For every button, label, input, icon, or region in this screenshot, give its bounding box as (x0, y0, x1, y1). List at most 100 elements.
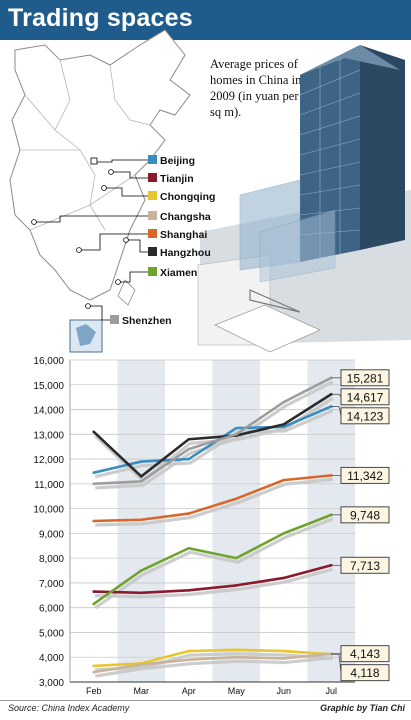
value-callout-label-hangzhou: 14,617 (347, 390, 384, 404)
x-tick-label: Jul (325, 686, 337, 696)
city-dot-shenzhen (85, 303, 91, 309)
y-tick-label: 5,000 (39, 628, 64, 639)
data-point-tianjin (282, 576, 286, 580)
data-point-shanghai (139, 518, 143, 522)
data-point-changsha (282, 657, 286, 660)
series-shadow-shanghai (95, 477, 333, 527)
x-tick-label: Apr (182, 686, 196, 696)
value-callout-box-shanghai (340, 466, 390, 484)
value-callout-box-xiamen (340, 506, 390, 524)
legend-label-hangzhou: Hangzhou (160, 247, 211, 259)
value-callout-label-beijing: 14,123 (347, 409, 384, 423)
city-dot-tianjin (108, 169, 114, 175)
data-point-beijing (234, 426, 238, 430)
data-point-xiamen (234, 556, 238, 560)
city-dot-beijing (90, 157, 98, 165)
y-tick-label: 13,000 (33, 430, 64, 441)
data-point-xiamen (92, 602, 96, 606)
china-map-illustration (9, 29, 191, 353)
y-tick-label: 4,000 (39, 653, 64, 664)
value-callout-label-shanghai: 11,342 (347, 469, 383, 483)
value-callout-label-chongqing: 4,118 (350, 666, 379, 680)
y-tick-label: 15,000 (33, 381, 64, 392)
legend-swatch-hangzhou (148, 247, 157, 256)
y-tick-label: 16,000 (33, 356, 64, 367)
series-shadow-shenzhen (95, 380, 334, 490)
series-line-tianjin (92, 563, 333, 595)
data-point-changsha (187, 658, 191, 662)
y-tick-label: 14,000 (33, 406, 64, 417)
data-point-tianjin (139, 591, 143, 595)
data-point-shanghai (282, 478, 286, 482)
data-point-chongqing (234, 648, 238, 652)
legend-swatch-shanghai (148, 229, 157, 238)
series-line-shenzhen (92, 376, 333, 486)
series-line-beijing (92, 405, 333, 475)
series-shadow-beijing (94, 409, 334, 479)
city-dot-hangzhou (123, 237, 129, 243)
data-point-shenzhen (234, 433, 238, 436)
chart-canvas: Beijing Tianjin Chongqing Changsha Shanghai H… (9, 29, 411, 696)
data-point-shenzhen (139, 480, 143, 483)
city-dot-changsha (31, 219, 37, 225)
legend-label-shanghai: Shanghai (160, 229, 207, 241)
series-shadow-xiamen (94, 517, 334, 610)
data-point-changsha (139, 663, 143, 666)
data-point-beijing (282, 425, 286, 429)
y-tick-label: 8,000 (39, 554, 64, 565)
legend-leaders (34, 159, 148, 321)
data-point-shanghai (187, 512, 191, 515)
data-point-shenzhen (282, 400, 286, 404)
legend-label-tianjin: Tianjin (160, 173, 194, 185)
page-title: Trading spaces (8, 4, 193, 32)
y-tick-label: 3,000 (39, 678, 64, 689)
source-note: Source: China Index Academy (8, 703, 130, 713)
value-callout-box-chongqing (340, 664, 390, 682)
city-dot-xiamen (115, 279, 121, 285)
legend-swatch-beijing (148, 155, 157, 164)
legend-label-beijing: Beijing (160, 155, 195, 167)
series-line-changsha (92, 652, 333, 674)
data-point-tianjin (187, 589, 191, 592)
value-callout-label-shenzhen: 15,281 (347, 371, 384, 385)
data-point-xiamen (187, 546, 191, 550)
city-dot-chongqing (101, 185, 107, 191)
y-tick-label: 10,000 (33, 505, 64, 516)
legend-swatch-shenzhen (110, 315, 119, 324)
data-point-beijing (92, 471, 96, 475)
data-point-hangzhou (139, 475, 143, 478)
x-tick-label: Feb (86, 686, 102, 696)
legend-swatch-xiamen (148, 267, 157, 276)
value-callout-box-beijing (340, 407, 390, 425)
value-callout-label-changsha: 4,143 (350, 647, 380, 661)
value-callout-leader (331, 406, 342, 416)
series-shadow-chongqing (95, 652, 333, 672)
data-point-chongqing (282, 649, 286, 653)
city-legend: Beijing Tianjin Chongqing Changsha Shanghai H… (110, 155, 215, 327)
value-callout-label-xiamen: 9,748 (350, 508, 380, 522)
x-tick-label: Mar (134, 686, 150, 696)
data-point-shanghai (234, 497, 238, 501)
building-illustration (197, 45, 411, 353)
y-tick-label: 9,000 (39, 529, 64, 540)
series-line-xiamen (92, 513, 333, 606)
data-point-beijing (187, 457, 191, 461)
series-line-hangzhou (92, 392, 333, 478)
value-callout-box-tianjin (340, 556, 390, 574)
data-point-chongqing (187, 649, 191, 653)
city-dots (31, 157, 129, 309)
y-tick-label: 12,000 (33, 455, 64, 466)
city-dot-shanghai (76, 247, 82, 253)
data-point-shenzhen (187, 447, 191, 451)
series-line-shanghai (92, 474, 333, 523)
x-tick-label: May (228, 686, 246, 696)
value-callout-leader (331, 653, 342, 673)
value-callout-leader (331, 393, 342, 398)
legend-label-xiamen: Xiamen (160, 267, 197, 279)
data-point-chongqing (92, 664, 96, 668)
data-point-changsha (92, 670, 96, 674)
legend-swatch-chongqing (148, 191, 157, 200)
data-point-xiamen (282, 532, 286, 535)
series-shadow-changsha (95, 656, 333, 678)
